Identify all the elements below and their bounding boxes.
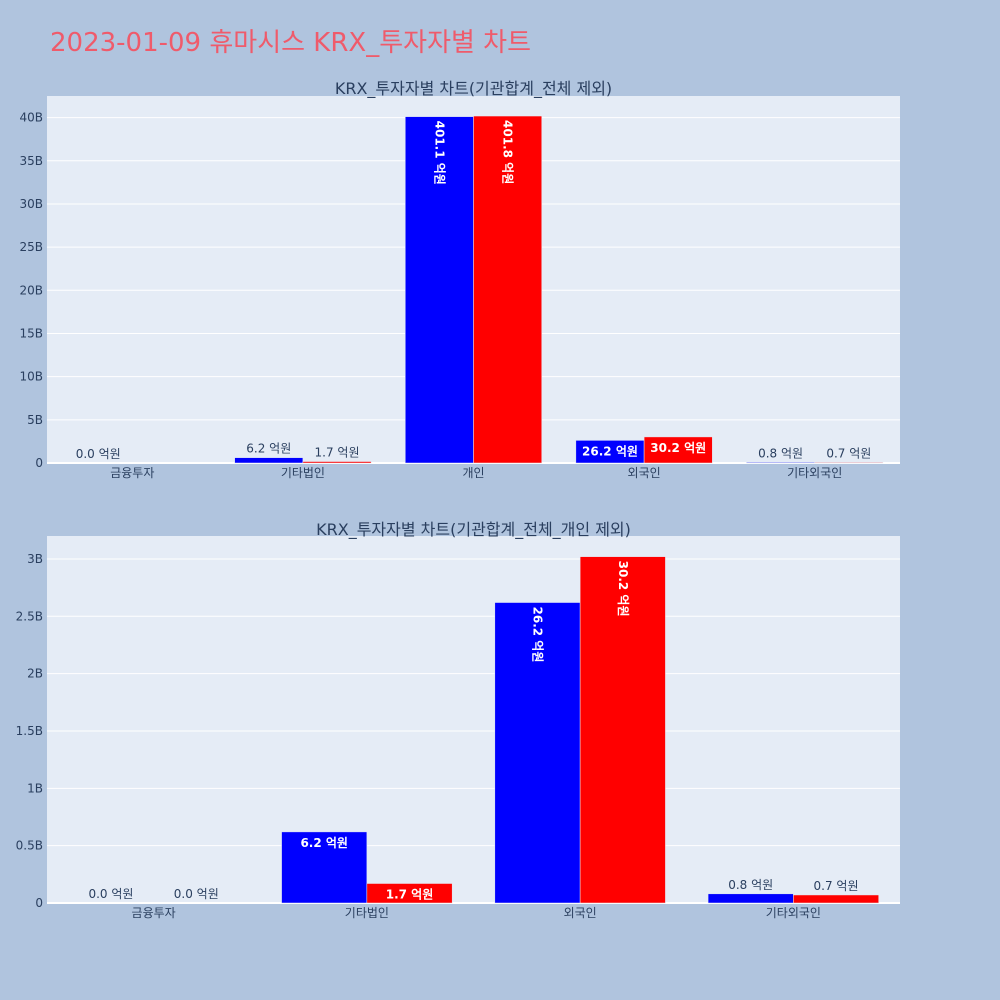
bar (579, 556, 666, 904)
chart-bottom: KRX_투자자별 차트(기관합계_전체_개인 제외) 0 0.5B 1B 1.5B 2B 2… (16, 520, 900, 920)
x-tick-label: 개인 (462, 466, 484, 480)
y-tick-label: 10B (19, 370, 43, 384)
bar (234, 457, 304, 464)
bar (793, 894, 879, 904)
chart-title: KRX_투자자별 차트(기관합계_전체_개인 제외) (316, 520, 631, 540)
bar (746, 462, 815, 464)
data-label: 30.2 억원 (650, 441, 706, 455)
x-tick-label: 기타법인 (281, 466, 325, 480)
x-tick-label: 금융투자 (110, 466, 154, 480)
chart-title: KRX_투자자별 차트(기관합계_전체 제외) (335, 79, 612, 99)
y-tick-label: 1B (27, 781, 43, 795)
y-tick-label: 0.5B (16, 839, 43, 853)
data-label: 401.8 억원 (501, 120, 515, 184)
bar (643, 436, 713, 464)
data-label: 1.7 억원 (315, 446, 360, 460)
data-label: 0.0 억원 (88, 887, 133, 901)
bar (405, 116, 474, 464)
data-label: 0.8 억원 (758, 446, 803, 460)
bar (302, 461, 372, 464)
data-label: 0.8 억원 (728, 878, 773, 892)
y-tick-label: 5B (27, 413, 43, 427)
data-label: 6.2 억원 (246, 442, 291, 456)
y-tick-label: 20B (19, 283, 43, 297)
y-tick-label: 0 (35, 896, 43, 910)
y-tick-label: 3B (27, 552, 43, 566)
bar (473, 115, 542, 464)
bar (366, 883, 453, 904)
y-tick-label: 1.5B (16, 724, 43, 738)
y-tick-label: 35B (19, 154, 43, 168)
data-label: 0.7 억원 (826, 446, 871, 460)
y-tick-label: 40B (19, 111, 43, 125)
bar (494, 602, 581, 904)
data-label: 1.7 억원 (386, 888, 434, 902)
x-tick-label: 기타법인 (345, 906, 389, 920)
y-tick-label: 2.5B (16, 609, 43, 623)
chart-top: KRX_투자자별 차트(기관합계_전체 제외) 0 5B 10B 15B 20B 25B 30… (19, 79, 900, 480)
y-tick-label: 0 (35, 456, 43, 470)
data-label: 26.2 억원 (582, 444, 638, 458)
bar (814, 462, 884, 464)
x-tick-label: 금융투자 (132, 906, 176, 920)
data-label: 30.2 억원 (616, 561, 630, 617)
y-tick-label: 30B (19, 197, 43, 211)
y-tick-label: 25B (19, 240, 43, 254)
data-label: 0.7 억원 (814, 879, 859, 893)
page-title: 2023-01-09 휴마시스 KRX_투자자별 차트 (50, 28, 532, 58)
data-label: 401.1 억원 (432, 121, 446, 185)
plot-area (47, 536, 900, 903)
x-tick-label: 외국인 (564, 906, 597, 920)
bar (707, 893, 794, 904)
y-tick-label: 15B (19, 326, 43, 340)
x-tick-label: 외국인 (628, 466, 661, 480)
data-label: 0.0 억원 (174, 887, 219, 901)
x-tick-label: 기타외국인 (787, 466, 842, 480)
bar (281, 831, 368, 904)
x-tick-label: 기타외국인 (766, 906, 821, 920)
data-label: 0.0 억원 (76, 447, 121, 461)
data-label: 6.2 억원 (300, 836, 348, 850)
data-label: 26.2 억원 (530, 607, 544, 663)
y-tick-label: 2B (27, 667, 43, 681)
